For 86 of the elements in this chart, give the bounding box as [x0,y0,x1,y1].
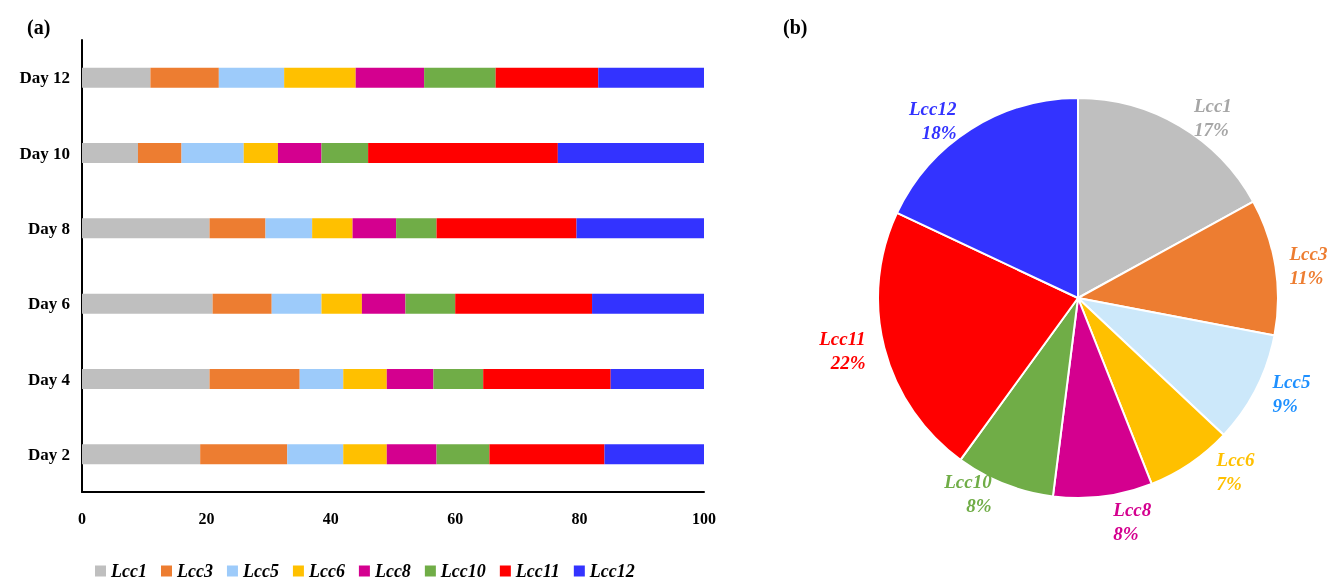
y-tick-label: Day 2 [27,444,70,464]
bar [495,67,599,88]
bar [386,369,434,389]
slice-label: Lcc6 [1215,449,1256,471]
bar [598,67,704,88]
legend-label: Lcc8 [373,561,411,581]
bar [321,143,369,163]
bar [212,293,272,314]
bar [218,67,285,88]
bar [277,143,322,163]
bar [433,369,484,389]
bar [610,369,704,389]
legend-label: Lcc11 [514,561,560,581]
bar [137,143,182,163]
bar [82,218,210,239]
data-label: 7% [1216,473,1242,495]
bar [150,67,219,88]
chart-title: (a) [27,16,51,39]
bar [361,293,406,314]
legend-label: Lcc1 [110,561,147,581]
legend-label: Lcc12 [588,561,635,581]
x-tick-label: 20 [198,509,215,527]
bar [483,369,611,389]
slice-label: Lcc10 [943,470,993,492]
bar [576,218,704,239]
bar [343,444,387,465]
bar [82,444,201,465]
x-tick-label: 60 [447,509,464,527]
y-tick-label: Day 12 [19,68,70,88]
y-tick-label: Day 4 [27,369,71,389]
x-tick-label: 80 [571,509,588,527]
bar [209,369,300,389]
legend-label: Lcc6 [307,561,345,581]
slice-label: Lcc11 [818,327,866,349]
chart-title: (b) [783,16,808,39]
bar [557,143,704,163]
legend-label: Lcc10 [439,561,486,581]
bar [604,444,704,465]
legend-label: Lcc5 [241,561,279,581]
data-label: 9% [1272,394,1298,416]
bar [436,444,490,465]
bar [209,218,266,239]
bar [489,444,605,465]
bar [386,444,437,465]
y-tick-label: Day 6 [27,294,70,314]
bar [352,218,397,239]
bar [424,67,496,88]
legend-label: Lcc3 [175,561,213,581]
bar [368,143,558,163]
bar [436,218,577,239]
bar [396,218,437,239]
bar [355,67,425,88]
bar [265,218,313,239]
bar [312,218,353,239]
data-label: 11% [1289,266,1324,288]
bar [82,67,151,88]
y-tick-label: Day 8 [27,218,70,238]
bar [82,143,138,163]
slice-label: Lcc1 [1192,94,1232,116]
data-label: 22% [829,351,866,373]
bar [181,143,244,163]
data-label: 17% [1193,118,1229,140]
bar [299,369,344,389]
y-tick-label: Day 10 [19,143,70,163]
bar [343,369,387,389]
x-tick-label: 100 [692,509,716,527]
x-tick-label: 0 [78,509,86,527]
bar [271,293,322,314]
slice-label: Lcc5 [1271,370,1311,392]
bar [592,293,704,314]
slice-label: Lcc3 [1288,242,1328,264]
data-label: 8% [1113,523,1139,545]
bar [405,293,456,314]
data-label: 8% [966,494,992,516]
data-label: 18% [921,122,957,144]
bar [243,143,278,163]
bar [82,369,210,389]
bar [82,293,213,314]
bar [455,293,593,314]
bar [284,67,356,88]
bar [321,293,362,314]
x-tick-label: 40 [322,509,339,527]
slice-label: Lcc12 [907,98,957,120]
bar [200,444,288,465]
bar [287,444,344,465]
slice-label: Lcc8 [1112,499,1152,521]
